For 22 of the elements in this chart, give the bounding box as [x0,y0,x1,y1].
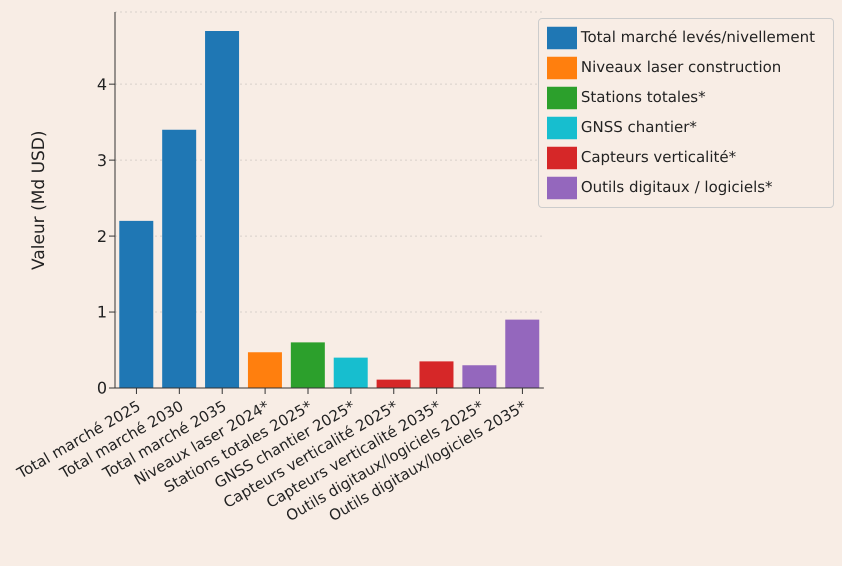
legend-label: Total marché levés/nivellement [580,28,815,46]
bar [248,352,282,388]
y-tick-label: 1 [96,302,107,322]
legend-label: Capteurs verticalité* [580,148,736,166]
y-tick-label: 0 [96,378,107,398]
legend-label: Outils digitaux / logiciels* [580,178,773,196]
bar [162,130,196,388]
legend-label: GNSS chantier* [580,118,697,136]
bar [419,361,454,388]
bar [376,380,411,388]
bar [505,320,540,388]
y-tick-label: 3 [96,150,107,170]
y-tick-label: 4 [96,74,107,94]
legend-label: Stations totales* [580,88,706,106]
bar [290,342,325,388]
y-axis-title: Valeur (Md USD) [29,130,50,270]
bar [334,358,368,388]
y-tick-label: 2 [96,226,107,246]
legend-label: Niveaux laser construction [580,58,782,76]
bar [462,365,496,388]
bar [205,30,240,388]
bar [119,220,154,388]
